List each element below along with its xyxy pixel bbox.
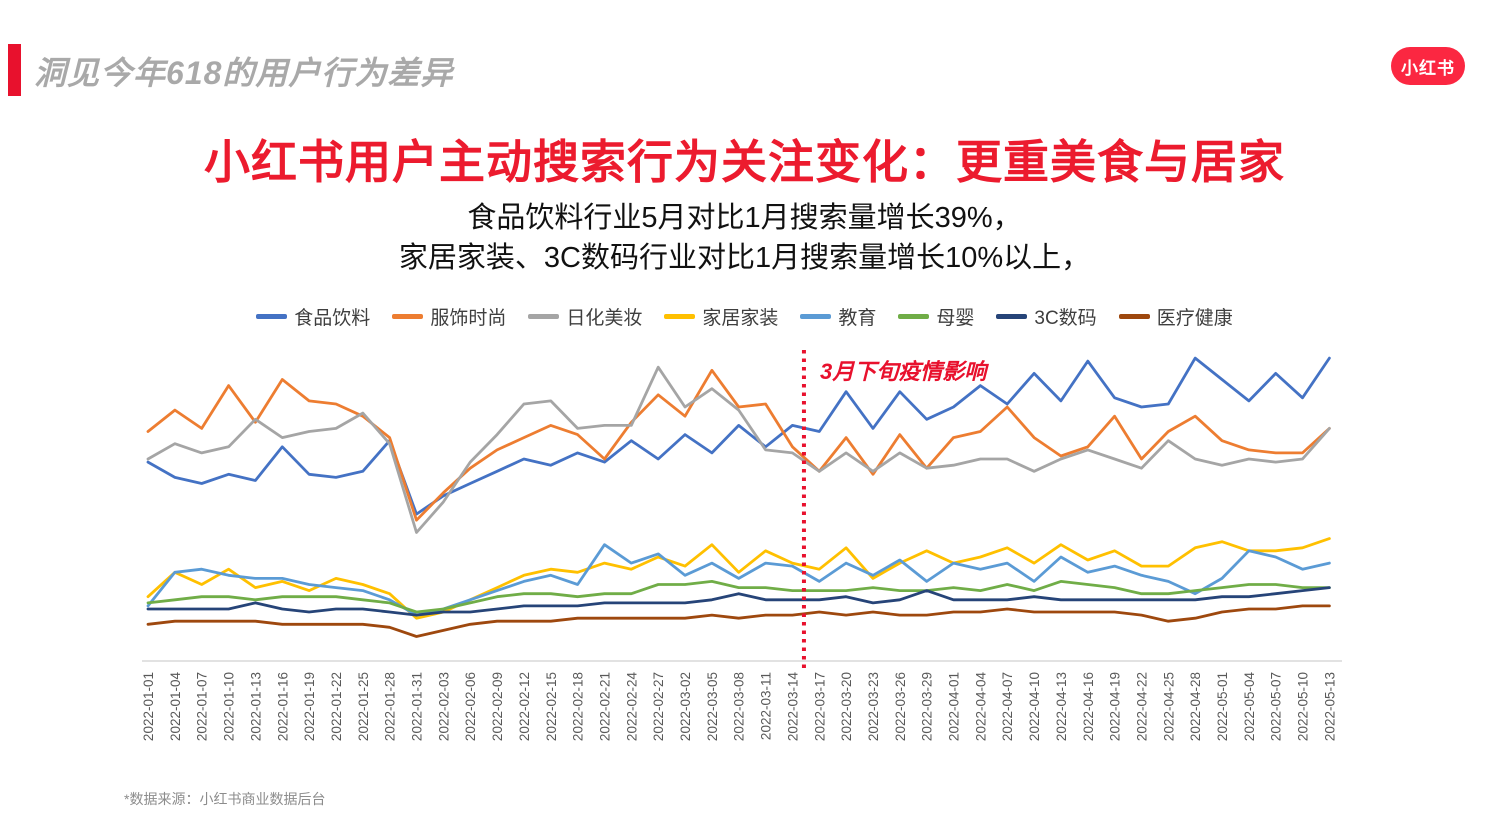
x-axis-label: 2022-04-16: [1081, 672, 1096, 741]
covid-impact-annotation: 3月下旬疫情影响: [820, 359, 987, 384]
x-axis-label: 2022-01-04: [168, 672, 183, 742]
series-line-教育: [146, 543, 1331, 617]
x-axis-label: 2022-04-19: [1108, 672, 1123, 741]
legend-label: 医疗健康: [1156, 308, 1233, 329]
legend-swatch: [1118, 314, 1150, 319]
x-axis-label: 2022-02-18: [571, 672, 586, 741]
legend-item-教育: 教育: [800, 303, 876, 330]
x-axis-label: 2022-03-11: [759, 672, 774, 740]
x-axis-label: 2022-02-06: [463, 672, 478, 741]
legend-swatch: [664, 314, 696, 319]
section-kicker: 洞见今年618的用户行为差异: [34, 55, 454, 91]
series-line-母婴: [146, 579, 1331, 614]
x-axis-label: 2022-03-20: [839, 672, 854, 741]
series-line-食品饮料: [146, 356, 1331, 516]
x-axis-label: 2022-02-24: [624, 672, 639, 742]
series-line-家居家装: [146, 537, 1331, 620]
xiaohongshu-logo: 小红书: [1391, 47, 1465, 85]
legend-label: 日化美妆: [566, 308, 643, 329]
x-axis-label: 2022-02-03: [436, 672, 451, 741]
x-axis-label: 2022-02-09: [490, 672, 505, 741]
subtitle-line-1: 食品饮料行业5月对比1月搜索量增长39%，: [467, 202, 1022, 234]
legend-item-3C数码: 3C数码: [996, 303, 1097, 330]
x-axis-label: 2022-05-10: [1296, 672, 1311, 741]
page-title: 小红书用户主动搜索行为关注变化：更重美食与居家: [204, 136, 1285, 188]
search-trend-chart: 2022-01-01 2022-01-04 2022-01-07 2022-01-10…: [130, 345, 1355, 775]
x-axis-label: 2022-04-28: [1188, 672, 1203, 741]
x-axis-label: 2022-01-07: [195, 672, 210, 741]
legend-item-服饰时尚: 服饰时尚: [392, 303, 506, 330]
x-axis-label: 2022-04-22: [1134, 672, 1149, 741]
x-axis-label: 2022-05-07: [1269, 672, 1284, 741]
search-trend-chart-svg: 2022-01-01 2022-01-04 2022-01-07 2022-01-10…: [141, 350, 1342, 742]
x-axis-label: 2022-01-31: [410, 672, 425, 741]
accent-bar: [8, 44, 21, 96]
legend-swatch: [256, 314, 288, 319]
x-axis-label: 2022-05-04: [1242, 672, 1257, 742]
x-axis-label: 2022-01-25: [356, 672, 371, 741]
x-axis-label: 2022-04-10: [1027, 672, 1042, 741]
x-axis-label: 2022-04-13: [1054, 672, 1069, 741]
x-axis-label: 2022-03-14: [785, 672, 800, 742]
legend-label: 食品饮料: [294, 308, 371, 329]
x-axis-label: 2022-01-10: [222, 672, 237, 741]
legend-label: 母婴: [936, 308, 975, 329]
x-axis-label: 2022-04-04: [973, 672, 988, 742]
x-axis-label: 2022-03-17: [812, 672, 827, 741]
chart-legend: 食品饮料 服饰时尚 日化美妆 家居家装 教育 母婴 3C数码 医疗健康: [0, 303, 1489, 330]
x-axis-label: 2022-05-01: [1215, 672, 1230, 741]
x-axis-label: 2022-01-22: [329, 672, 344, 741]
x-axis-label: 2022-01-19: [302, 672, 317, 741]
legend-swatch: [392, 314, 424, 319]
data-source-footnote: *数据来源：小红书商业数据后台: [124, 791, 326, 807]
x-axis-label: 2022-02-27: [651, 672, 666, 741]
legend-item-医疗健康: 医疗健康: [1118, 303, 1233, 330]
legend-swatch: [528, 314, 560, 319]
x-axis-label: 2022-01-01: [141, 672, 156, 741]
x-axis-label: 2022-03-02: [678, 672, 693, 741]
logo-text: 小红书: [1401, 58, 1455, 78]
legend-label: 3C数码: [1034, 308, 1097, 329]
legend-label: 家居家装: [702, 308, 779, 329]
legend-item-食品饮料: 食品饮料: [256, 303, 370, 330]
x-axis-label: 2022-04-07: [1000, 672, 1015, 741]
series-line-医疗健康: [146, 604, 1331, 638]
x-axis-label: 2022-03-26: [893, 672, 908, 741]
x-axis-label: 2022-03-05: [705, 672, 720, 741]
series-line-3C数码: [146, 586, 1331, 617]
x-axis-label: 2022-01-16: [275, 672, 290, 741]
legend-item-日化美妆: 日化美妆: [528, 303, 642, 330]
series-line-服饰时尚: [146, 368, 1331, 522]
x-axis-label: 2022-03-29: [920, 672, 935, 741]
x-axis-label: 2022-02-21: [597, 672, 612, 741]
subtitle-line-2: 家居家装、3C数码行业对比1月搜索量增长10%以上，: [398, 242, 1091, 274]
legend-item-母婴: 母婴: [898, 303, 974, 330]
legend-item-家居家装: 家居家装: [664, 303, 778, 330]
x-axis-label: 2022-02-15: [544, 672, 559, 741]
x-axis-label: 2022-04-01: [947, 672, 962, 741]
x-axis-label: 2022-01-13: [248, 672, 263, 741]
legend-label: 教育: [838, 308, 877, 329]
subtitle: 食品饮料行业5月对比1月搜索量增长39%， 家居家装、3C数码行业对比1月搜索量…: [0, 198, 1489, 278]
legend-swatch: [800, 314, 832, 319]
legend-swatch: [898, 314, 930, 319]
x-axis-label: 2022-05-13: [1322, 672, 1337, 741]
x-axis-label: 2022-02-12: [517, 672, 532, 741]
x-axis-label: 2022-03-23: [866, 672, 881, 741]
series-line-日化美妆: [146, 365, 1331, 534]
legend-swatch: [996, 314, 1028, 319]
x-axis-label: 2022-01-28: [383, 672, 398, 741]
x-axis-label: 2022-03-08: [732, 672, 747, 741]
legend-label: 服饰时尚: [430, 308, 507, 329]
x-axis-label: 2022-04-25: [1161, 672, 1176, 741]
